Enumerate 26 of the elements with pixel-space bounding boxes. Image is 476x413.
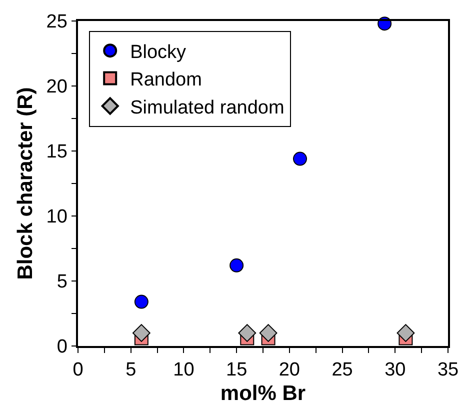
x-tick-label: 20	[278, 360, 300, 381]
y-tick-label: 25	[46, 12, 68, 33]
point	[396, 324, 415, 342]
x-tick-label: 15	[226, 360, 248, 381]
point	[259, 324, 278, 342]
legend-label: Random	[130, 70, 202, 91]
x-tick-label: 10	[173, 360, 194, 381]
y-tick-label: 10	[46, 206, 68, 228]
x-tick-label: 35	[437, 360, 459, 381]
point	[293, 152, 307, 166]
x-axis-title: mol% Br	[220, 382, 306, 406]
point	[230, 258, 244, 272]
y-axis-title: Block character (R)	[14, 87, 37, 280]
x-tick-label: 30	[384, 360, 406, 381]
y-tick-label: 15	[46, 142, 68, 163]
point	[132, 324, 150, 342]
point	[134, 294, 148, 309]
x-tick-label: 5	[126, 360, 136, 381]
legend-label: Simulated random	[130, 97, 284, 118]
y-tick-label: 0	[56, 336, 68, 358]
x-tick-label: 0	[72, 360, 84, 381]
y-tick-label: 20	[46, 76, 68, 98]
point	[238, 324, 256, 342]
x-tick-label: 25	[332, 360, 353, 381]
legend-label: Blocky	[130, 42, 187, 64]
y-tick-label: 5	[56, 272, 68, 293]
